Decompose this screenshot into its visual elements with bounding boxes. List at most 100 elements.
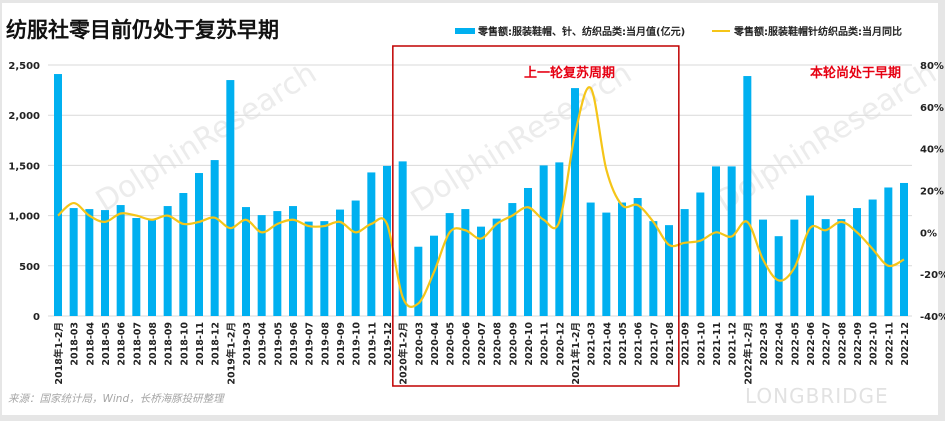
bar [602,212,611,316]
y-axis-tick-label: 2,000 [8,111,40,122]
bar [900,182,908,316]
x-axis-tick-label: 2021-12 [728,322,739,366]
yoy-line [57,86,905,308]
x-axis-tick-label: 2021-08 [665,322,676,366]
y-axis-tick-label: 500 [19,262,40,273]
chart-title: 纺服社零目前仍处于复苏早期 [6,18,279,42]
x-axis-tick-label: 2022-11 [884,322,895,366]
bar [210,160,219,316]
x-axis-tick-label: 2019-12 [383,322,394,366]
x-axis-tick-label: 2021年1-2月 [570,322,582,385]
legend-bar-label: 零售额:服装鞋帽、针、纺织品类:当月值(亿元) [478,27,686,38]
watermark-brand-logo: LONGBRIDGE [745,384,889,408]
bar [242,207,250,316]
y-axis-tick-label: 1,000 [8,212,40,223]
bar [195,173,203,316]
bar [304,221,313,316]
x-axis-tick-label: 2018-09 [164,322,175,366]
bar [163,206,172,316]
bar [132,218,141,316]
x-axis-tick-label: 2022-05 [790,322,801,366]
x-axis-tick-label: 2021-07 [649,322,660,366]
bar [712,166,720,316]
bar [477,226,485,316]
bar [351,200,360,316]
bar [116,205,125,316]
bar [414,246,423,316]
bar [398,161,407,316]
bar [665,225,673,316]
x-axis-tick-label: 2021-09 [681,322,692,366]
x-axis-tick-label: 2020-03 [414,322,425,366]
x-axis-tick-label: 2020-05 [446,322,457,366]
bar [367,172,376,316]
bar [884,187,893,316]
bar [853,208,861,316]
x-axis-tick-label: 2019年1-2月 [225,322,237,385]
bar [555,162,564,316]
bar [837,219,846,316]
x-axis-tick-label: 2018-11 [195,322,206,366]
x-axis-tick-label: 2020-04 [430,322,441,366]
bar [445,213,454,316]
x-axis-tick-label: 2020-11 [540,322,551,366]
x-axis-tick-label: 2019-10 [352,322,363,366]
y2-axis-tick-label: 40% [920,145,944,156]
x-axis-tick-label: 2021-03 [587,322,598,366]
bar [273,211,282,316]
x-axis-tick-label: 2020-06 [461,322,472,366]
bar [461,209,470,316]
chart-panel [2,3,938,415]
x-axis-tick-label: 2019-06 [289,322,300,366]
bar [759,219,767,316]
bar [320,221,329,316]
bar [508,203,517,316]
bar [633,198,642,316]
line-swatch-icon [712,29,730,32]
bar [85,209,94,316]
bar [430,235,438,316]
y2-axis-tick-label: 60% [920,103,944,114]
x-axis-tick-label: 2018-12 [211,322,222,366]
bar [743,76,752,316]
x-axis-tick-label: 2019-07 [305,322,316,366]
x-axis-tick-label: 2020年1-2月 [398,322,410,385]
bar [586,202,595,316]
legend-item-bar: 零售额:服装鞋帽、针、纺织品类:当月值(亿元) [455,23,685,38]
legend-item-line: 零售额:服装鞋帽针纺织品类:当月同比 [712,23,902,38]
x-axis-tick-label: 2022-06 [806,322,817,366]
x-axis-tick-label: 2021-10 [696,322,707,366]
x-axis-tick-label: 2019-04 [258,322,269,366]
x-axis-tick-label: 2018-07 [132,322,143,366]
x-axis-tick-label: 2019-09 [336,322,347,366]
bar [649,221,658,316]
annotation-current-cycle: 本轮尚处于早期 [810,66,902,81]
bar [383,165,391,316]
x-axis-tick-label: 2018-08 [148,322,159,366]
bar-swatch-icon [455,27,475,34]
x-axis-tick-label: 2019-05 [273,322,284,366]
x-axis-tick-label: 2018-10 [179,322,190,366]
x-axis-tick-label: 2021-05 [618,322,629,366]
x-axis-tick-label: 2022年1-2月 [742,322,754,385]
bar [54,74,62,316]
x-axis-tick-label: 2022-08 [837,322,848,366]
y-axis-tick-label: 0 [33,312,40,323]
x-axis-tick-label: 2018年1-2月 [53,322,65,385]
bar [336,209,344,316]
x-axis-tick-label: 2022-10 [869,322,880,366]
x-axis-tick-label: 2020-07 [477,322,488,366]
x-axis-tick-label: 2018-05 [101,322,112,366]
x-axis-tick-label: 2019-08 [320,322,331,366]
highlight-box [392,45,680,387]
x-axis-tick-label: 2020-12 [555,322,566,366]
bar [492,218,501,316]
bar [101,210,109,316]
x-axis-tick-label: 2021-11 [712,322,723,366]
bar [727,166,736,316]
bar [539,165,548,316]
x-axis-tick-label: 2020-08 [493,322,504,366]
x-axis-tick-label: 2022-07 [822,322,833,366]
y-axis-tick-label: 1,500 [8,161,40,172]
bar [774,236,783,316]
